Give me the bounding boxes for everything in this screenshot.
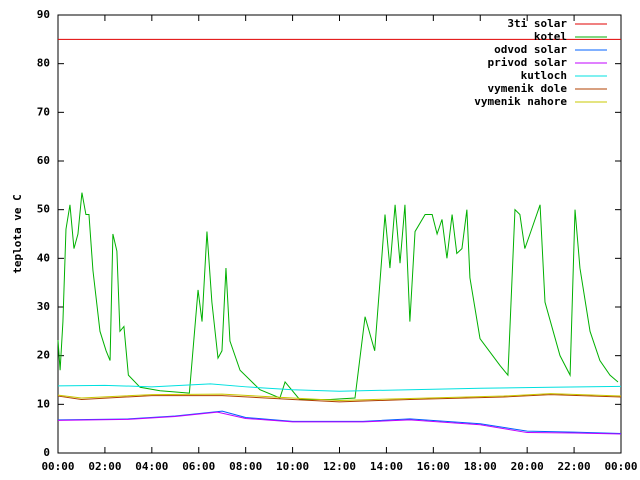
x-tick-label: 06:00	[182, 460, 215, 473]
y-tick-label: 50	[37, 203, 50, 216]
y-tick-label: 90	[37, 8, 50, 21]
series-line	[57, 411, 622, 435]
y-tick-label: 20	[37, 349, 50, 362]
y-tick-label: 40	[37, 251, 50, 264]
y-tick-label: 30	[37, 300, 50, 313]
legend-label: odvod solar	[494, 43, 567, 56]
x-tick-label: 16:00	[417, 460, 450, 473]
y-tick-label: 70	[37, 105, 50, 118]
x-tick-label: 14:00	[370, 460, 403, 473]
series-line	[57, 192, 619, 400]
legend-label: privod solar	[488, 56, 568, 69]
x-tick-label: 18:00	[464, 460, 497, 473]
legend-label: kutloch	[521, 69, 567, 82]
series-line	[57, 393, 622, 401]
x-tick-label: 22:00	[558, 460, 591, 473]
x-tick-label: 08:00	[229, 460, 262, 473]
y-tick-label: 60	[37, 154, 50, 167]
x-tick-label: 00:00	[604, 460, 637, 473]
legend-label: kotel	[534, 30, 567, 43]
x-tick-label: 00:00	[41, 460, 74, 473]
y-tick-label: 0	[43, 446, 50, 459]
series-line	[57, 383, 622, 392]
legend-label: 3ti solar	[507, 17, 567, 30]
series-line	[57, 394, 622, 403]
x-tick-label: 10:00	[276, 460, 309, 473]
legend-label: vymenik dole	[488, 82, 568, 95]
legend-label: vymenik nahore	[474, 95, 567, 108]
y-axis-label: teplota ve C	[11, 194, 24, 273]
x-tick-label: 12:00	[323, 460, 356, 473]
y-tick-label: 80	[37, 57, 50, 70]
x-tick-label: 04:00	[135, 460, 168, 473]
y-tick-label: 10	[37, 397, 50, 410]
x-tick-label: 20:00	[511, 460, 544, 473]
x-tick-label: 02:00	[88, 460, 121, 473]
